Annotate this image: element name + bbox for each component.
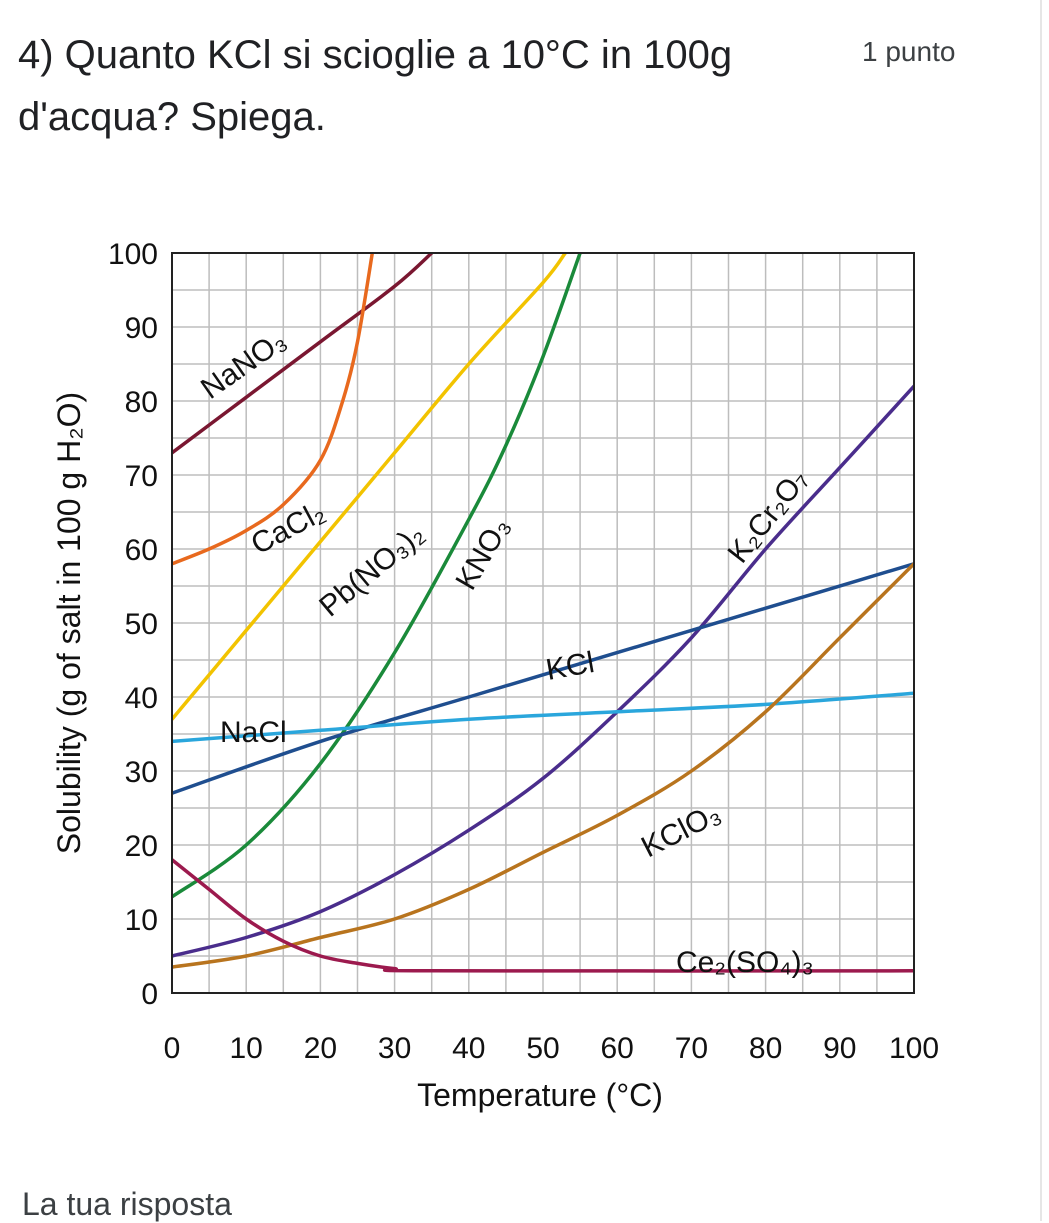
y-tick-label: 80 <box>125 386 158 419</box>
series-line-1 <box>172 253 375 566</box>
series-line-6 <box>172 691 914 744</box>
y-tick-label: 60 <box>125 534 158 567</box>
series-line-3 <box>172 253 582 899</box>
series-label-pbno32: Pb(NO₃)₂ <box>313 517 430 623</box>
series-label-ce2so43: Ce₂(SO₄)₃ <box>676 946 814 979</box>
y-tick-label: 100 <box>108 238 158 271</box>
x-tick-label: 80 <box>749 1032 782 1065</box>
series-line-8 <box>172 858 914 973</box>
plot-frame <box>171 252 915 994</box>
x-tick-label: 10 <box>230 1032 263 1065</box>
x-tick-label: 0 <box>164 1032 181 1065</box>
page-edge-divider <box>1040 0 1042 1221</box>
chart-grid <box>172 253 914 993</box>
y-tick-label: 10 <box>125 904 158 937</box>
y-tick-label: 0 <box>141 978 158 1011</box>
x-tick-label: 60 <box>601 1032 634 1065</box>
series-line-0 <box>172 253 434 455</box>
x-tick-label: 30 <box>378 1032 411 1065</box>
x-axis-label: Temperature (°C) <box>417 1077 663 1113</box>
y-tick-label: 70 <box>125 460 158 493</box>
series-line-2 <box>172 253 568 721</box>
question-text: 4) Quanto KCl si scioglie a 10°C in 100g… <box>18 33 733 139</box>
y-tick-label: 50 <box>125 608 158 641</box>
y-axis-label: Solubility (g of salt in 100 g H₂O) <box>51 392 87 854</box>
series-label-cacl2: CaCl₂ <box>246 495 331 561</box>
series-line-5 <box>172 562 914 795</box>
series-label-nacl: NaCl <box>220 716 287 749</box>
series-line-7 <box>172 562 914 969</box>
y-tick-label: 90 <box>125 312 158 345</box>
x-tick-label: 100 <box>889 1032 939 1065</box>
x-tick-label: 70 <box>675 1032 708 1065</box>
series-label-kcl: KCl <box>543 646 596 687</box>
x-tick-label: 40 <box>452 1032 485 1065</box>
series-label-kclo3: KClO₃ <box>636 797 726 864</box>
series-line-4 <box>172 384 914 958</box>
chart-series <box>172 253 914 973</box>
x-tick-label: 90 <box>823 1032 856 1065</box>
y-tick-label: 20 <box>125 830 158 863</box>
y-tick-label: 40 <box>125 682 158 715</box>
y-tick-label: 30 <box>125 756 158 789</box>
series-label-k2cr2o7: K₂Cr₂O₇ <box>722 463 815 569</box>
x-tick-label: 50 <box>526 1032 559 1065</box>
answer-label: La tua risposta <box>22 1186 232 1222</box>
question-points: 1 punto <box>862 36 956 67</box>
x-tick-label: 20 <box>304 1032 337 1065</box>
y-tick-labels: 0 10 20 30 40 50 60 70 80 90 100 <box>108 238 158 1011</box>
x-tick-labels: 0 10 20 30 40 50 60 70 80 90 100 <box>164 1032 939 1065</box>
